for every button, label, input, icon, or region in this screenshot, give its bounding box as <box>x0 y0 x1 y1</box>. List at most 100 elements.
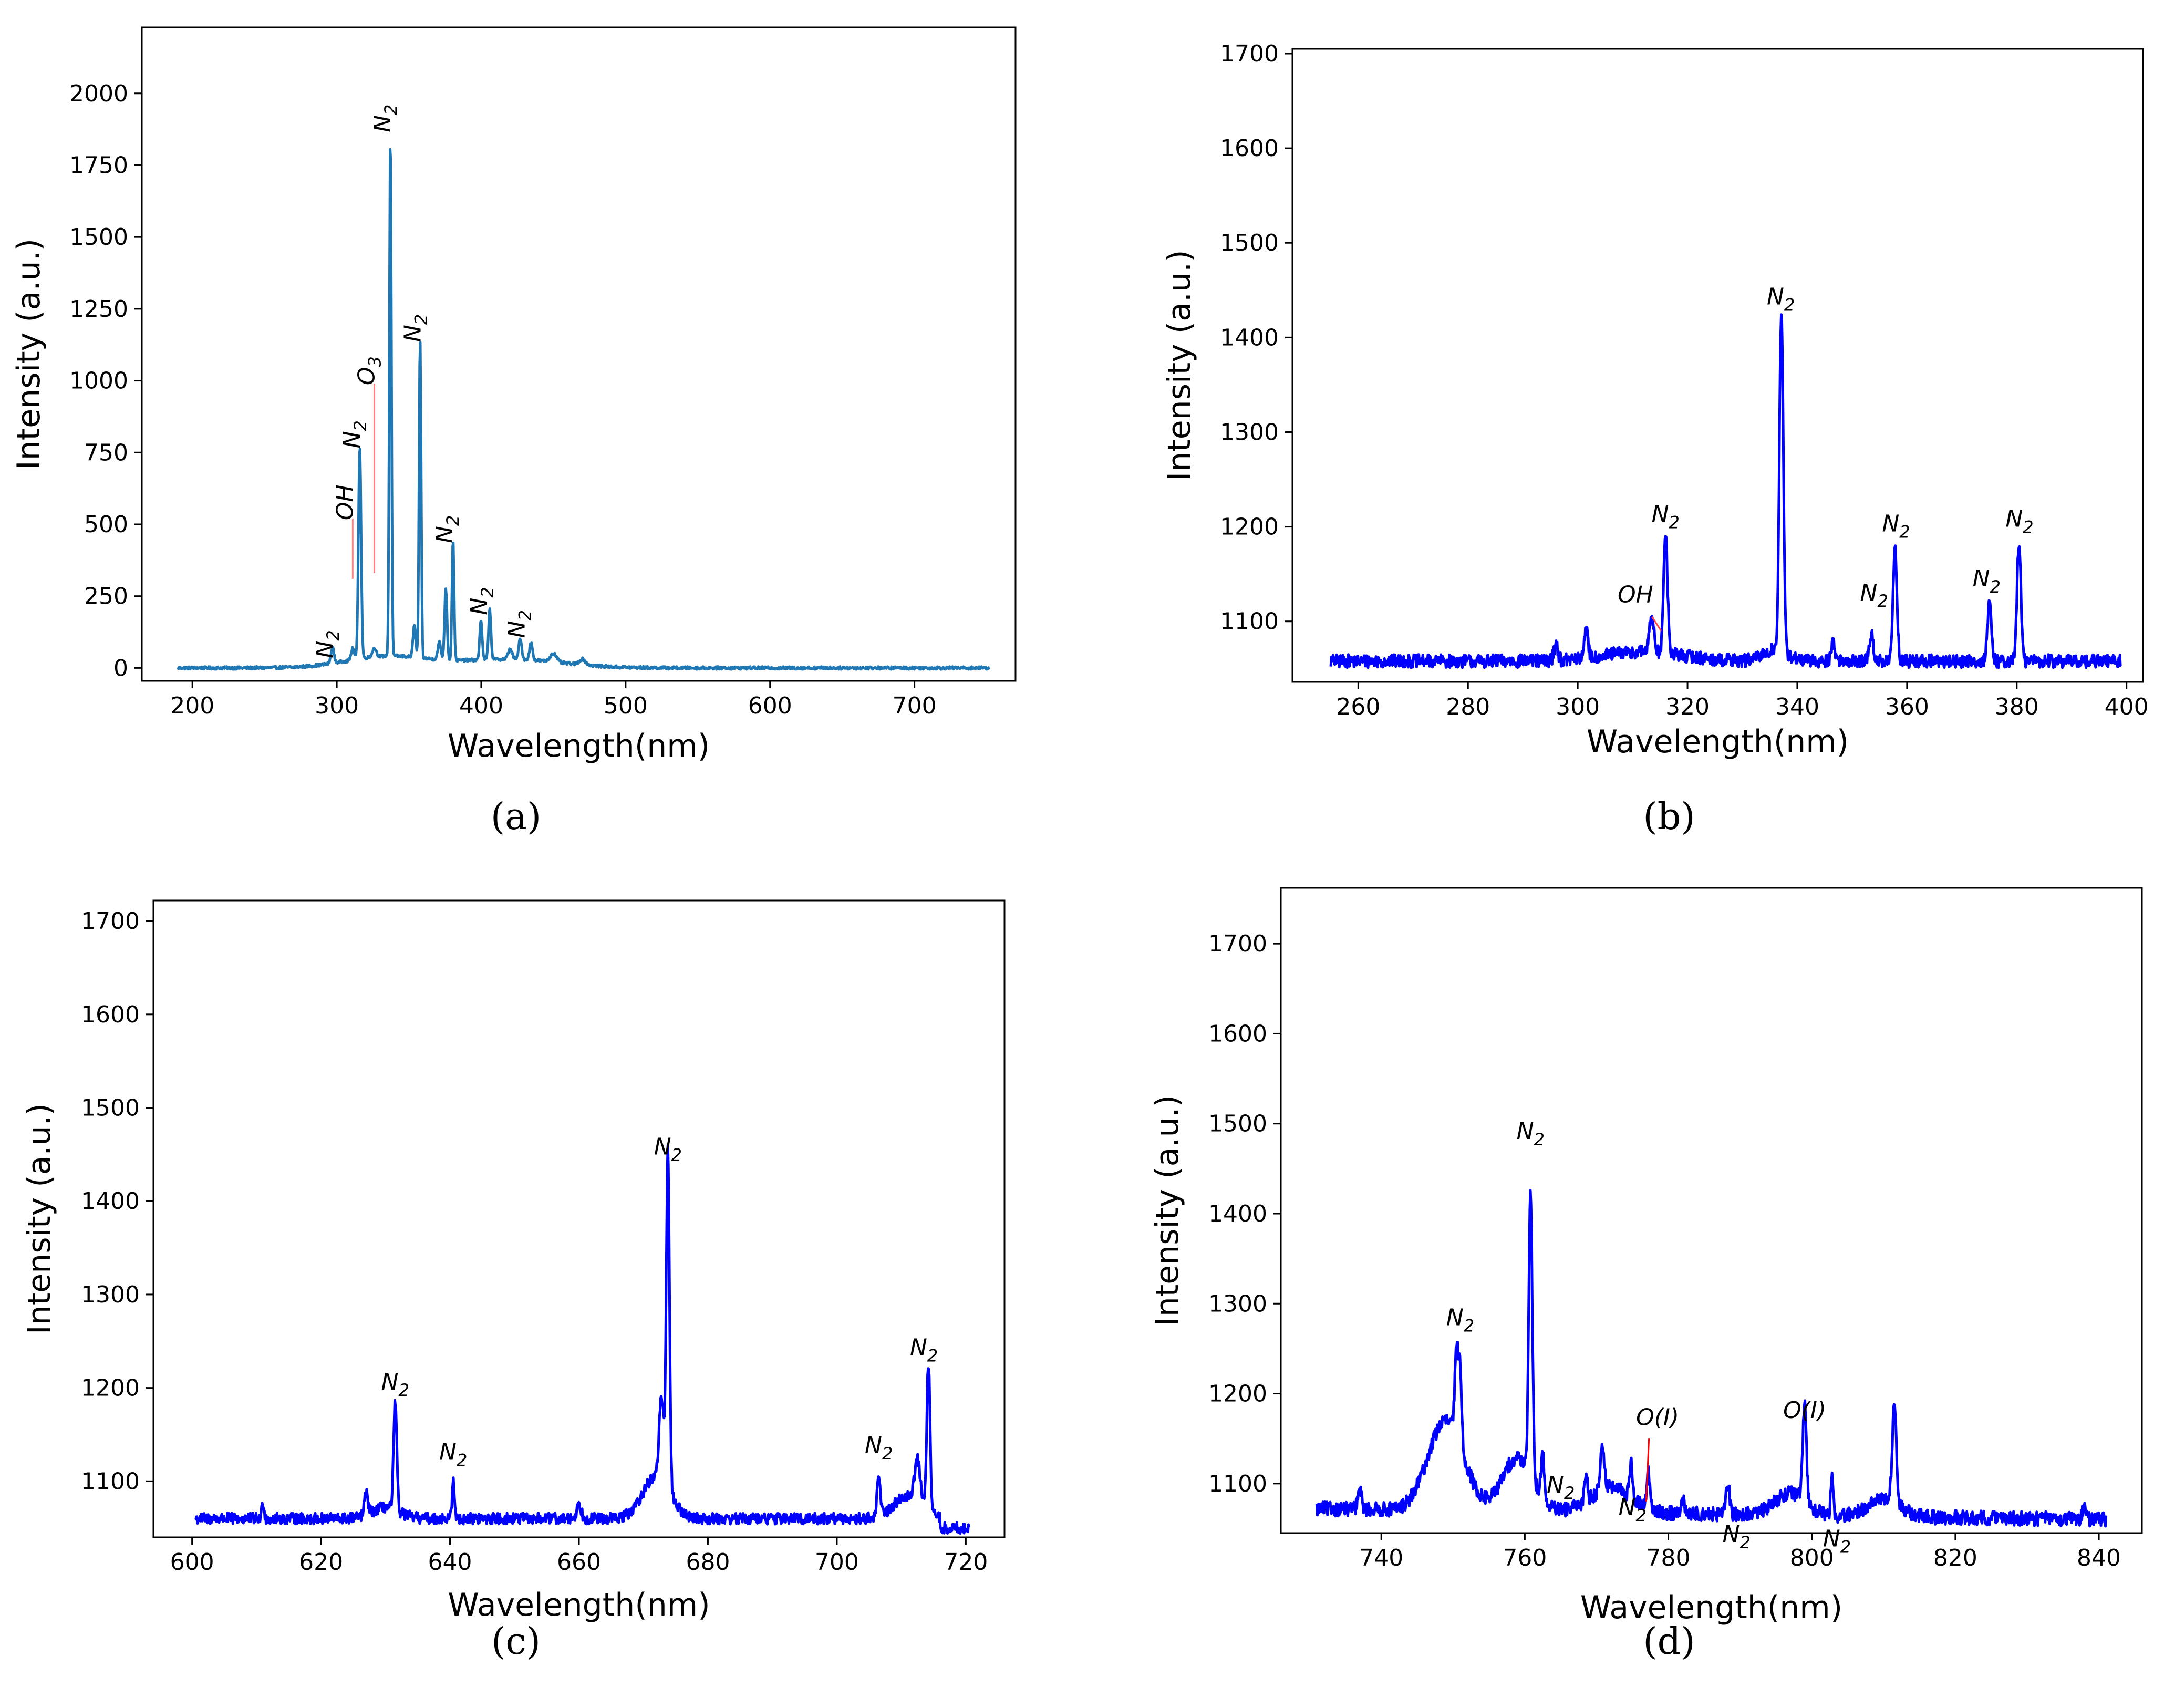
panel-b-peak-label-symbol: N <box>1767 283 1784 310</box>
panel-c-peak-label: N2 <box>381 1369 409 1400</box>
panel-c-peak-label-symbol: N <box>439 1438 457 1465</box>
panel-b-peak-label-symbol: OH <box>1618 582 1653 608</box>
panel-d-y-tick-label: 1100 <box>1208 1471 1267 1497</box>
panel-d-annotation-leader-line <box>1645 1438 1650 1502</box>
panel-a-peak-label: N2 <box>466 587 498 615</box>
panel-d-peak-label: N2 <box>1723 1521 1751 1552</box>
panel-d-peak-label-subscript: 2 <box>1464 1316 1474 1336</box>
panel-d-peak-label: N2 <box>1547 1472 1575 1503</box>
panel-b-annotation-leader-line <box>1651 616 1662 632</box>
panel-c-peak-label-subscript: 2 <box>882 1444 893 1464</box>
panel-d-peak-label-symbol: N <box>1619 1494 1636 1521</box>
panel-a-peak-label: O3 <box>354 356 385 385</box>
panel-a-x-tick-label: 300 <box>315 692 359 719</box>
panel-a-peak-label-symbol: N <box>400 325 427 342</box>
panel-a-peak-label: N2 <box>369 105 401 132</box>
panel-d-x-tick-label: 840 <box>2077 1545 2121 1571</box>
panel-c-peak-label-subscript: 2 <box>671 1145 682 1165</box>
panel-a-peak-label-subscript: 2 <box>323 630 343 640</box>
panel-d-y-tick-label: 1300 <box>1208 1290 1267 1317</box>
panel-d-y-tick-label: 1600 <box>1208 1020 1267 1047</box>
panel-a-peak-label: N2 <box>339 420 370 448</box>
panel-b-peak-label-subscript: 2 <box>2023 517 2033 537</box>
panel-c-spectrum-chart: 600 620 640 660 680 700 720 1100 1200 1300 1400 150… <box>21 899 1006 1623</box>
panel-c-y-tick-label: 1500 <box>81 1095 140 1122</box>
panel-a-y-axis-title: Intensity (a.u.) <box>11 239 47 470</box>
panel-d-peak-label-subscript: 2 <box>1534 1130 1545 1150</box>
panel-c-y-tick-label: 1200 <box>81 1375 140 1402</box>
panel-d-x-tick-label: 780 <box>1647 1545 1691 1571</box>
panel-c-x-tick-label: 660 <box>557 1549 601 1576</box>
panel-b-spectrum-chart: 260 280 300 320 340 360 380 400 1100 1200 1300 1400… <box>1161 40 2149 760</box>
panel-b-x-tick-label: 260 <box>1336 693 1380 720</box>
panel-c-caption: (c) <box>491 1620 541 1663</box>
panel-a-peak-label: N2 <box>431 515 463 543</box>
panel-c-spectrum-line <box>194 1144 970 1535</box>
panel-b-peak-label-symbol: N <box>2005 506 2023 533</box>
panel-a-x-tick-label: 600 <box>748 692 792 719</box>
panel-b-peak-label: N2 <box>1652 501 1680 533</box>
panel-c-y-tick-label: 1300 <box>81 1281 140 1308</box>
panel-d-peak-label: O(I) <box>1783 1397 1826 1424</box>
panel-a-y-tick-label: 750 <box>84 439 128 466</box>
panel-d-y-axis-title: Intensity (a.u.) <box>1149 1095 1186 1326</box>
panel-a-spectrum-line <box>177 148 990 671</box>
panel-c-peak-label: N2 <box>865 1432 893 1464</box>
panel-a-axes-frame <box>141 26 1017 682</box>
panel-d-x-tick-label: 820 <box>1933 1545 1977 1571</box>
panel-b-peak-label-symbol: N <box>1882 511 1899 537</box>
panel-a-x-tick-label: 700 <box>893 692 937 719</box>
panel-c-y-tick-label: 1700 <box>81 908 140 935</box>
panel-d-peak-label: N2 <box>1446 1304 1474 1336</box>
panel-b-y-tick-label: 1400 <box>1220 324 1279 351</box>
panel-a-peak-label-subscript: 3 <box>365 356 385 367</box>
panel-d-peak-label-symbol: N <box>1723 1521 1740 1548</box>
panel-b-peak-label-subscript: 2 <box>1899 522 1910 542</box>
panel-c-peak-label: N2 <box>910 1334 938 1365</box>
panel-d-x-tick-label: 760 <box>1503 1545 1547 1571</box>
panel-c-peak-label-symbol: N <box>865 1432 882 1459</box>
panel-a-peak-label-symbol: N <box>369 115 396 132</box>
panel-d-y-tick-label: 1700 <box>1208 930 1267 957</box>
panel-a-peak-label-symbol: O <box>354 367 380 385</box>
panel-d-peak-label-symbol: N <box>1547 1472 1564 1498</box>
panel-b-axes-frame <box>1291 48 2144 683</box>
panel-c-x-tick-label: 680 <box>686 1549 730 1576</box>
panel-b-x-tick-label: 280 <box>1446 693 1490 720</box>
panel-a-peak-label-subscript: 2 <box>478 587 498 597</box>
panel-d-peak-label-symbol: N <box>1446 1304 1464 1331</box>
panel-b-peak-label-subscript: 2 <box>1877 591 1888 611</box>
panel-b-peak-label-subscript: 2 <box>1669 513 1680 533</box>
panel-a-peak-label-symbol: N <box>466 598 493 615</box>
panel-b-y-tick-label: 1600 <box>1220 135 1279 162</box>
panel-b-y-tick-label: 1700 <box>1220 40 1279 67</box>
panel-b-y-axis-title: Intensity (a.u.) <box>1161 250 1198 481</box>
panel-a-y-tick-label: 500 <box>84 511 128 538</box>
panel-c-peak-label-symbol: N <box>910 1334 927 1361</box>
panel-b-x-tick-label: 340 <box>1775 693 1819 720</box>
panel-d-spectrum-chart: 740 760 780 800 820 840 1100 1200 1300 1400 1500 16… <box>1149 887 2143 1626</box>
panel-a-peak-label-symbol: N <box>431 526 458 543</box>
panel-c-peak-label-symbol: N <box>381 1369 399 1395</box>
panel-b-peak-label-subscript: 2 <box>1784 295 1795 315</box>
panel-b-spectrum-line <box>1329 313 2122 669</box>
panel-a-peak-label: N2 <box>400 314 431 342</box>
panel-b-peak-label: N2 <box>2005 506 2033 537</box>
panel-a-x-axis-title: Wavelength(nm) <box>448 728 710 764</box>
panel-b-peak-label: OH <box>1618 582 1653 608</box>
panel-a-y-tick-label: 1250 <box>69 296 128 323</box>
panel-b-x-tick-label: 400 <box>2105 693 2149 720</box>
panel-c-peak-label-subscript: 2 <box>457 1450 467 1470</box>
panel-c-peak-label-symbol: N <box>654 1133 671 1160</box>
panel-c-peak-label-subscript: 2 <box>927 1345 938 1365</box>
panel-c-peak-label: N2 <box>439 1438 467 1470</box>
panel-a-peak-label: OH <box>332 484 358 520</box>
panel-b-y-tick-label: 1200 <box>1220 514 1279 541</box>
panel-d-axes-frame <box>1280 887 2143 1534</box>
panel-a-caption: (a) <box>491 795 541 838</box>
panel-d-x-tick-label: 740 <box>1359 1545 1403 1571</box>
panel-d-caption: (d) <box>1643 1620 1695 1663</box>
panel-b-peak-label: N2 <box>1882 511 1910 542</box>
